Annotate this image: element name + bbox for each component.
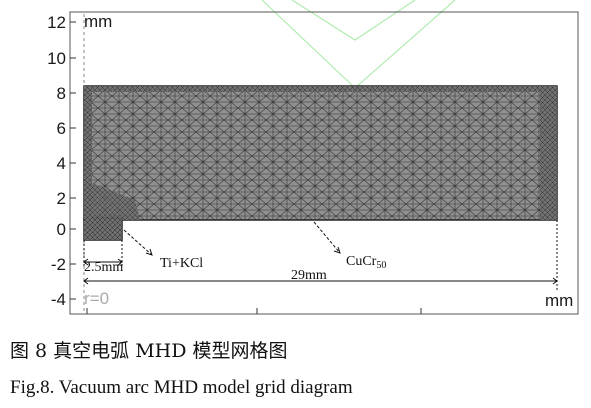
- watermark-lines: [261, 0, 456, 89]
- unit-label-right: mm: [545, 291, 573, 310]
- mesh-refined-right: [540, 86, 557, 220]
- y-tick-label: 4: [57, 154, 66, 173]
- y-tick-label: 6: [57, 119, 66, 138]
- y-tick-label: 0: [57, 220, 66, 239]
- x-tick-label: 0: [82, 317, 91, 320]
- mesh-refined-top: [84, 86, 557, 92]
- dim-label-left: 2.5mm: [84, 260, 123, 275]
- figure-caption-english: Fig.8. Vacuum arc MHD model grid diagram: [10, 377, 353, 398]
- annotations: [83, 220, 558, 290]
- y-tick-label: 8: [57, 84, 66, 103]
- material-label-ti: Ti+KCl: [160, 256, 203, 271]
- y-axis: 12 10 8 6 4 2 0 -2 -4: [47, 13, 76, 309]
- y-tick-label: 2: [57, 189, 66, 208]
- mesh-refined-corner: [84, 180, 140, 240]
- unit-label-top: mm: [84, 12, 112, 31]
- x-tick-label: 20: [412, 317, 431, 320]
- mesh-main-block: [83, 85, 558, 221]
- mesh-figure: 12 10 8 6 4 2 0 -2 -4 mm r=0 mm: [47, 0, 579, 320]
- origin-label: r=0: [84, 289, 109, 308]
- y-tick-label: -2: [51, 255, 66, 274]
- x-tick-label: 10: [248, 317, 267, 320]
- y-tick-label: -4: [51, 290, 66, 309]
- material-label-cucr: CuCr50: [346, 254, 386, 271]
- mesh-refined-left: [84, 86, 92, 240]
- y-tick-label: 10: [47, 49, 66, 68]
- material-label-cucr-sub: 50: [376, 260, 386, 271]
- figure-caption-chinese: 图 8 真空电弧 MHD 模型网格图: [10, 340, 288, 362]
- x-axis: [86, 308, 422, 314]
- material-label-cucr-base: CuCr: [346, 254, 377, 269]
- mesh-geometry: [83, 85, 558, 241]
- dim-label-total: 29mm: [291, 268, 327, 283]
- y-tick-label: 12: [47, 13, 66, 32]
